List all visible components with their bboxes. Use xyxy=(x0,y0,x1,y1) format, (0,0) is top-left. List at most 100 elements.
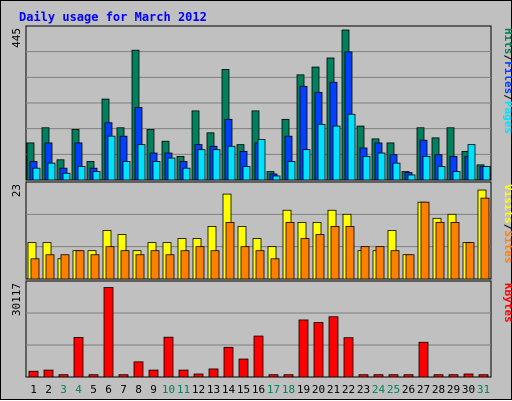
bar-pages-day-23 xyxy=(362,156,371,181)
x-tick-label-day-13: 13 xyxy=(207,383,220,396)
bar-sites-day-14 xyxy=(225,221,235,280)
x-tick-label-day-23: 23 xyxy=(357,383,370,396)
bar-kbytes-day-3 xyxy=(58,374,69,378)
bar-pages-day-22 xyxy=(347,113,356,181)
bar-pages-day-16 xyxy=(257,139,266,181)
bar-pages-day-14 xyxy=(227,145,236,181)
bar-pages-day-9 xyxy=(152,161,161,181)
bar-pages-day-7 xyxy=(122,161,131,181)
legend-item: / xyxy=(502,55,512,62)
bar-kbytes-day-30 xyxy=(463,373,474,378)
legend-kbytes: KBytes xyxy=(502,283,512,323)
chart-title: Daily usage for March 2012 xyxy=(19,10,207,24)
x-tick-label-day-12: 12 xyxy=(192,383,205,396)
bar-sites-day-21 xyxy=(330,226,340,280)
bar-sites-day-1 xyxy=(30,258,40,280)
bar-sites-day-16 xyxy=(255,250,265,280)
bar-pages-day-10 xyxy=(167,157,176,181)
bar-pages-day-25 xyxy=(392,162,401,181)
x-tick-label-day-16: 16 xyxy=(252,383,265,396)
bar-pages-day-2 xyxy=(47,162,56,181)
bar-kbytes-day-15 xyxy=(238,358,249,378)
bar-sites-day-4 xyxy=(75,250,85,280)
x-tick-label-day-9: 9 xyxy=(150,383,157,396)
bar-sites-day-19 xyxy=(300,238,310,280)
bar-kbytes-day-4 xyxy=(73,337,84,378)
bar-sites-day-22 xyxy=(345,226,355,280)
bar-kbytes-day-19 xyxy=(298,319,309,378)
x-tick-label-day-7: 7 xyxy=(120,383,127,396)
legend-item: / xyxy=(502,224,512,231)
x-tick-label-day-29: 29 xyxy=(447,383,460,396)
x-tick-label-day-26: 26 xyxy=(402,383,415,396)
bar-kbytes-day-26 xyxy=(403,374,414,378)
legend-item: Files xyxy=(502,61,512,94)
bar-pages-day-13 xyxy=(212,149,221,181)
bar-sites-day-9 xyxy=(150,250,160,280)
bar-kbytes-day-20 xyxy=(313,322,324,378)
x-tick-label-day-17: 17 xyxy=(267,383,280,396)
legend-sites-visits: Visits/Sites xyxy=(502,184,512,264)
bar-kbytes-day-27 xyxy=(418,341,429,378)
bar-sites-day-12 xyxy=(195,246,205,280)
bar-kbytes-day-14 xyxy=(223,346,234,378)
bar-kbytes-day-7 xyxy=(118,374,129,378)
bar-pages-day-27 xyxy=(422,156,431,181)
bar-sites-day-7 xyxy=(120,250,130,280)
bar-pages-day-4 xyxy=(77,166,86,181)
bar-kbytes-day-18 xyxy=(283,374,294,378)
x-tick-label-day-24: 24 xyxy=(372,383,386,396)
bar-kbytes-day-13 xyxy=(208,368,219,378)
x-tick-label-day-10: 10 xyxy=(162,383,175,396)
legend-item: Sites xyxy=(502,230,512,263)
bar-kbytes-day-12 xyxy=(193,373,204,378)
x-tick-label-day-4: 4 xyxy=(75,383,82,396)
bar-sites-day-13 xyxy=(210,250,220,280)
bar-sites-day-2 xyxy=(45,254,55,280)
x-tick-label-day-30: 30 xyxy=(462,383,475,396)
bar-kbytes-day-28 xyxy=(433,374,444,378)
bar-sites-day-29 xyxy=(450,221,460,280)
bar-pages-day-3 xyxy=(62,172,71,181)
x-tick-label-day-2: 2 xyxy=(45,383,52,396)
bar-pages-day-11 xyxy=(182,167,191,181)
y-max-label-sites-visits: 23 xyxy=(10,184,23,197)
bar-kbytes-day-21 xyxy=(328,316,339,378)
legend-item: Visits xyxy=(502,184,512,224)
bar-kbytes-day-22 xyxy=(343,337,354,378)
bar-sites-day-25 xyxy=(390,250,400,280)
x-tick-label-day-5: 5 xyxy=(90,383,97,396)
bar-kbytes-day-31 xyxy=(478,374,489,378)
bar-pages-day-30 xyxy=(467,144,476,181)
x-tick-label-day-19: 19 xyxy=(297,383,310,396)
x-tick-label-day-31: 31 xyxy=(477,383,490,396)
bar-sites-day-8 xyxy=(135,254,145,280)
bar-sites-day-5 xyxy=(90,254,100,280)
x-tick-label-day-6: 6 xyxy=(105,383,112,396)
bar-pages-day-6 xyxy=(107,135,116,181)
bar-sites-day-24 xyxy=(375,246,385,280)
bar-pages-day-5 xyxy=(92,171,101,181)
x-tick-label-day-3: 3 xyxy=(60,383,67,396)
bar-kbytes-day-8 xyxy=(133,361,144,378)
bar-pages-day-8 xyxy=(137,144,146,181)
x-tick-label-day-22: 22 xyxy=(342,383,355,396)
bar-pages-day-28 xyxy=(437,166,446,181)
bar-sites-day-28 xyxy=(435,221,445,280)
bar-sites-day-23 xyxy=(360,246,370,280)
x-tick-label-day-14: 14 xyxy=(222,383,236,396)
bar-kbytes-day-9 xyxy=(148,369,159,378)
x-tick-label-day-20: 20 xyxy=(312,383,325,396)
bar-kbytes-day-17 xyxy=(268,374,279,378)
bar-kbytes-day-6 xyxy=(103,287,114,378)
legend-item: KBytes xyxy=(502,283,512,323)
bar-sites-day-18 xyxy=(285,221,295,280)
bar-pages-day-29 xyxy=(452,171,461,181)
x-tick-label-day-8: 8 xyxy=(135,383,142,396)
bar-kbytes-day-16 xyxy=(253,335,264,378)
legend-pages-files-hits: Hits/Files/Pages xyxy=(502,28,512,134)
x-tick-label-day-11: 11 xyxy=(177,383,190,396)
bar-sites-day-6 xyxy=(105,246,115,280)
